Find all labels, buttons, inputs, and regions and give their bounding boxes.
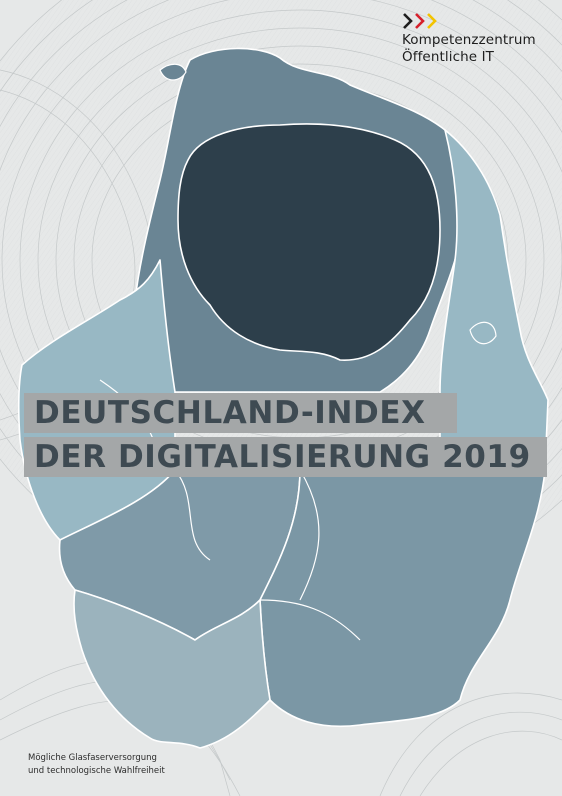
map-island <box>159 63 187 81</box>
subtitle: Mögliche Glasfaserversorgung und technol… <box>28 752 165 778</box>
map-island <box>469 321 497 345</box>
subtitle-line-1: Mögliche Glasfaserversorgung <box>28 753 157 763</box>
title-line-2: DER DIGITALISIERUNG 2019 <box>24 437 547 477</box>
map-region-south-east <box>259 469 546 728</box>
map-region-dark <box>177 123 441 361</box>
brand-logo: Kompetenzzentrum Öffentliche IT <box>402 10 536 66</box>
chevrons-icon <box>403 13 437 29</box>
subtitle-line-2: und technologische Wahlfreiheit <box>28 766 165 776</box>
logo-line-2: Öffentliche IT <box>402 49 494 65</box>
logo-line-1: Kompetenzzentrum <box>402 32 536 48</box>
map-region-east <box>439 129 549 471</box>
map-region-south-west <box>73 589 271 749</box>
logo-chevrons <box>402 10 536 32</box>
title-line-1: DEUTSCHLAND-INDEX <box>24 393 457 433</box>
